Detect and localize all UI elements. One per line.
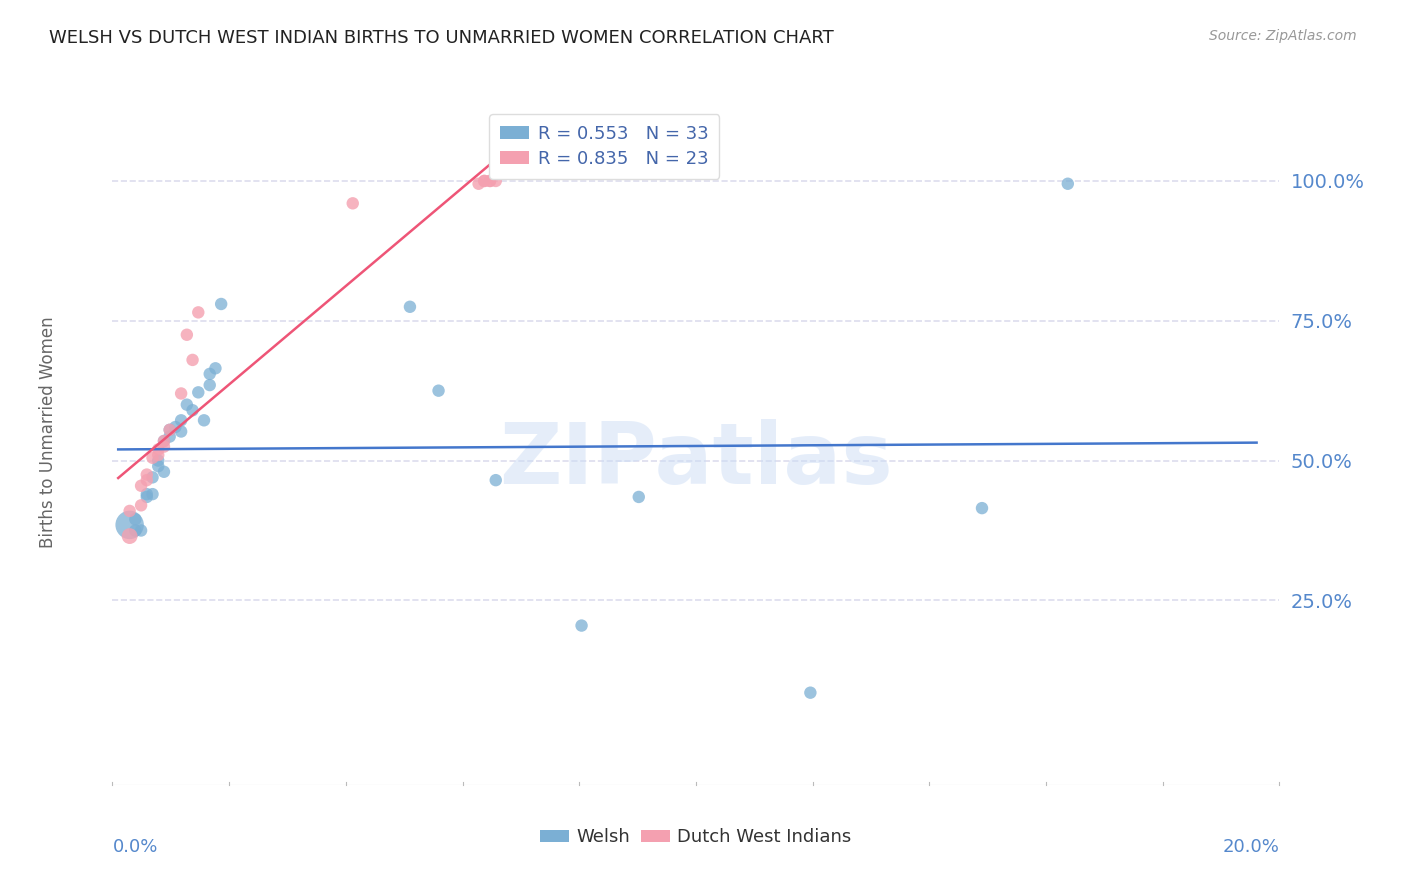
Point <box>181 403 204 417</box>
Point <box>135 487 157 501</box>
Point <box>129 479 152 493</box>
Point <box>198 367 221 381</box>
Point <box>148 442 170 457</box>
Point <box>159 429 181 443</box>
Point <box>485 174 508 188</box>
Point <box>124 524 146 538</box>
Text: WELSH VS DUTCH WEST INDIAN BIRTHS TO UNMARRIED WOMEN CORRELATION CHART: WELSH VS DUTCH WEST INDIAN BIRTHS TO UNM… <box>49 29 834 46</box>
Text: ZIPatlas: ZIPatlas <box>499 419 893 502</box>
Point <box>399 300 422 314</box>
Point <box>118 517 141 532</box>
Point <box>141 450 163 465</box>
Point <box>176 398 198 412</box>
Point <box>485 473 508 487</box>
Point <box>479 174 502 188</box>
Point <box>799 686 821 700</box>
Point <box>159 423 181 437</box>
Text: Births to Unmarried Women: Births to Unmarried Women <box>39 317 58 549</box>
Point <box>148 448 170 462</box>
Point <box>198 378 221 392</box>
Point <box>479 174 502 188</box>
Point <box>472 174 495 188</box>
Point <box>170 425 193 439</box>
Point <box>467 177 489 191</box>
Point <box>148 459 170 474</box>
Point <box>118 504 141 518</box>
Point <box>627 490 650 504</box>
Point <box>153 465 176 479</box>
Point <box>170 413 193 427</box>
Point <box>159 423 181 437</box>
Point <box>153 434 176 448</box>
Point <box>135 473 157 487</box>
Point <box>129 524 152 538</box>
Point <box>135 490 157 504</box>
Point <box>153 440 176 454</box>
Text: 20.0%: 20.0% <box>1223 838 1279 855</box>
Point <box>135 467 157 482</box>
Point <box>427 384 450 398</box>
Point <box>970 501 993 516</box>
Point <box>141 470 163 484</box>
Point <box>118 529 141 543</box>
Point <box>187 385 209 400</box>
Point <box>124 512 146 526</box>
Point <box>141 487 163 501</box>
Text: Source: ZipAtlas.com: Source: ZipAtlas.com <box>1209 29 1357 43</box>
Point <box>129 499 152 513</box>
Point <box>153 434 176 448</box>
Point <box>176 327 198 342</box>
Point <box>187 305 209 319</box>
Legend: Welsh, Dutch West Indians: Welsh, Dutch West Indians <box>533 821 859 854</box>
Point <box>181 352 204 367</box>
Point <box>1056 177 1078 191</box>
Point <box>193 413 215 427</box>
Point <box>209 297 232 311</box>
Point <box>148 453 170 467</box>
Text: 0.0%: 0.0% <box>112 838 157 855</box>
Point <box>472 174 495 188</box>
Point <box>571 618 593 632</box>
Point <box>342 196 364 211</box>
Point <box>165 420 187 434</box>
Point <box>204 361 226 376</box>
Point <box>170 386 193 401</box>
